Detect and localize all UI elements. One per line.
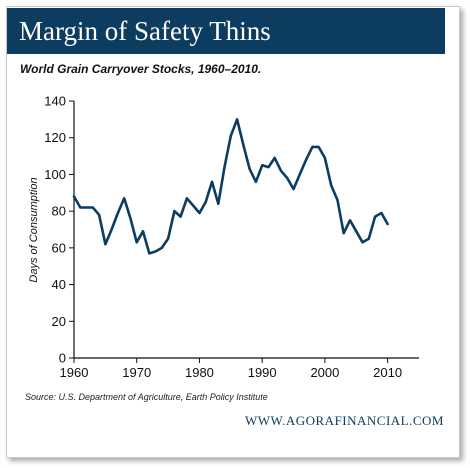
x-tick-label: 1990 [248,365,277,380]
y-axis-label: Days of Consumption [28,177,40,282]
y-tick-label: 100 [44,167,66,182]
y-axis-ticks: 0 20 40 60 80 100 120 140 [44,94,74,366]
y-tick-label: 120 [44,130,66,145]
page-title: Margin of Safety Thins [19,16,271,46]
x-axis-ticks: 1960 1970 1980 1990 2000 2010 [60,358,402,380]
chart-subtitle: World Grain Carryover Stocks, 1960–2010. [20,62,262,76]
y-tick-label: 60 [52,240,66,255]
x-tick-label: 1980 [185,365,214,380]
x-tick-label: 1970 [122,365,151,380]
series-line [72,118,389,255]
x-tick-label: 2000 [310,365,339,380]
title-banner: Margin of Safety Thins [7,8,445,54]
y-tick-label: 80 [52,204,66,219]
series-group [72,118,389,255]
y-tick-label: 140 [44,94,66,109]
y-tick-label: 40 [52,277,66,292]
y-tick-label: 0 [59,351,66,366]
source-note: Source: U.S. Department of Agriculture, … [25,392,268,402]
website-link[interactable]: WWW.AGORAFINANCIAL.COM [244,413,444,428]
x-tick-label: 1960 [60,365,89,380]
x-tick-label: 2010 [373,365,402,380]
y-tick-label: 20 [52,314,66,329]
chart-card [6,6,460,458]
